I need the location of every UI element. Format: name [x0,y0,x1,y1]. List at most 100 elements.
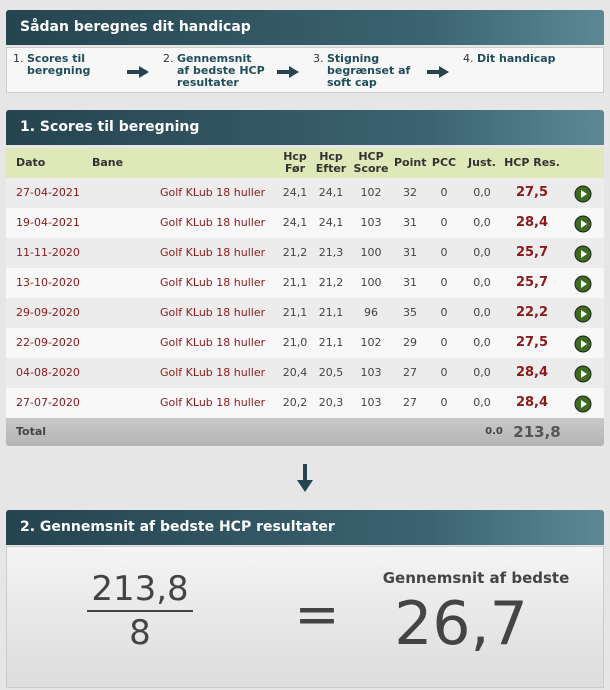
step-label: Stigning begrænset af soft cap [327,52,411,89]
column-header: HCP Score [353,150,389,175]
table-cell: 27 [403,366,417,379]
step-number: 3. [313,52,324,65]
details-button[interactable] [574,335,592,353]
table-cell: 31 [403,246,417,259]
result-label: Gennemsnit af bedste [382,569,570,587]
panel-header: 1. Scores til beregning [6,110,604,145]
table-cell: 13-10-2020 [16,276,80,289]
table-cell: 29-09-2020 [16,306,80,319]
table-cell: Golf KLub 18 huller [160,186,266,199]
step-label: Scores til beregning [27,52,91,77]
table-cell: 24,1 [282,216,308,229]
table-cell: 20,3 [318,396,344,409]
panel-header: Sådan beregnes dit handicap [6,10,604,45]
table-header: Dato Bane Hcp Før Hcp Efter HCP Score Point PC… [6,148,604,178]
table-cell: 21,1 [318,336,344,349]
table-cell: 0,0 [473,276,491,289]
step: 4. Dit handicap [463,53,573,89]
result: 26,7 [394,589,528,659]
step-arrow [277,66,299,78]
details-button[interactable] [574,215,592,233]
table-cell: 22-09-2020 [16,336,80,349]
table-cell: 0,0 [473,396,491,409]
fraction-line [87,610,193,612]
table-cell: 20,4 [282,366,308,379]
step-label: Gennemsnit af bedste HCP resultater [177,52,265,89]
table-cell: 27-07-2020 [16,396,80,409]
table-cell: 27-04-2021 [16,186,80,199]
step-number: 4. [463,52,474,65]
table-cell: 0,0 [473,186,491,199]
table-row: 27-04-2021 Golf KLub 18 huller 24,1 24,1 102… [6,178,604,208]
details-button[interactable] [574,365,592,383]
table-cell: 27,5 [515,185,549,200]
table-cell: 0,0 [473,336,491,349]
table-cell: 22,2 [515,305,549,320]
step: 3. Stigning begrænset af soft cap [313,53,423,89]
column-header: Just. [468,156,496,169]
table-cell: 24,1 [282,186,308,199]
table-cell: 11-11-2020 [16,246,80,259]
down-arrow [297,464,313,492]
table-cell: 0 [440,186,448,199]
column-header: Dato [16,156,46,169]
table-row: 27-07-2020 Golf KLub 18 huller 20,2 20,3 103… [6,388,604,418]
table-cell: 100 [360,276,382,289]
table-cell: 21,1 [282,276,308,289]
denominator: 8 [129,613,151,653]
table-cell: 102 [360,336,382,349]
table-cell: 21,3 [318,246,344,259]
details-button[interactable] [574,245,592,263]
table-cell: 20,2 [282,396,308,409]
table-cell: 31 [403,216,417,229]
table-row: 29-09-2020 Golf KLub 18 huller 21,1 21,1 96 3… [6,298,604,328]
column-header: Bane [92,156,124,169]
table-cell: 103 [360,216,382,229]
table-cell: 24,1 [318,186,344,199]
step: 2. Gennemsnit af bedste HCP resultater [163,53,273,89]
table-cell: 103 [360,366,382,379]
step-arrow [127,66,149,78]
table-cell: 35 [403,306,417,319]
table-cell: 0 [440,276,448,289]
column-header: Point [394,156,427,169]
table-cell: 21,2 [318,276,344,289]
details-button[interactable] [574,275,592,293]
table-cell: 31 [403,276,417,289]
table-cell: 29 [403,336,417,349]
step-arrow [427,66,449,78]
table-row: 19-04-2021 Golf KLub 18 huller 24,1 24,1 103… [6,208,604,238]
table-cell: 0 [440,396,448,409]
table-cell: 0,0 [473,216,491,229]
column-header: HCP Res. [504,156,560,169]
table-cell: 0 [440,366,448,379]
step-number: 1. [13,52,24,65]
steps: 1. Scores til beregning 2. Gennemsnit af be… [6,47,604,93]
table-cell: 0 [440,336,448,349]
table-cell: 0 [440,216,448,229]
table-cell: 25,7 [515,275,549,290]
details-button[interactable] [574,305,592,323]
table-cell: 103 [360,396,382,409]
total-just: 0.0 [485,426,503,437]
column-header: Hcp Efter [315,150,347,175]
details-button[interactable] [574,185,592,203]
table-row: 22-09-2020 Golf KLub 18 huller 21,0 21,1 102… [6,328,604,358]
average-box: 213,8 8 = Gennemsnit af bedste 26,7 [6,546,604,688]
column-header: Hcp Før [283,150,307,175]
details-button[interactable] [574,395,592,413]
table-cell: 28,4 [515,215,549,230]
table-cell: 19-04-2021 [16,216,80,229]
table-cell: 100 [360,246,382,259]
table-cell: 28,4 [515,365,549,380]
table-cell: Golf KLub 18 huller [160,396,266,409]
table-cell: 24,1 [318,216,344,229]
step-label: Dit handicap [477,52,556,65]
table-cell: 21,1 [318,306,344,319]
table-cell: Golf KLub 18 huller [160,366,266,379]
table-cell: 0 [440,246,448,259]
table-cell: 20,5 [318,366,344,379]
panel-header: 2. Gennemsnit af bedste HCP resultater [6,510,604,545]
table-cell: 0 [440,306,448,319]
